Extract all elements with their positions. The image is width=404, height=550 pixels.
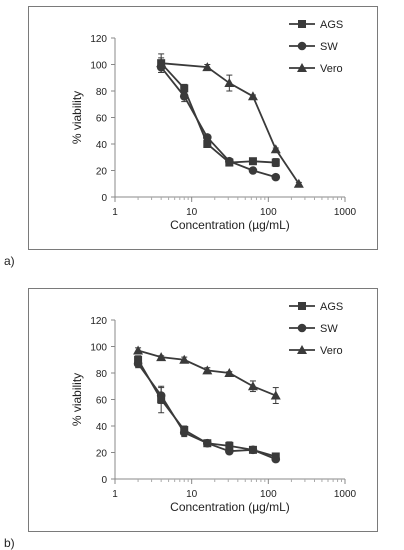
data-point (179, 92, 189, 101)
data-point (133, 345, 144, 355)
data-point (179, 428, 189, 437)
legend-item-ags: AGS (289, 301, 343, 313)
x-axis-title: Concentration (µg/mL) (170, 218, 290, 232)
data-point (156, 391, 166, 400)
data-point (271, 172, 281, 182)
data-point (203, 438, 212, 448)
data-point (248, 445, 258, 455)
legend-label: AGS (320, 301, 343, 313)
legend-marker (297, 323, 307, 333)
data-point (248, 166, 258, 175)
legend-item-vero: Vero (289, 63, 343, 75)
series-line (161, 62, 300, 185)
data-point (247, 91, 258, 101)
y-tick-label: 40 (96, 422, 108, 433)
data-point (293, 178, 304, 188)
legend-marker (297, 63, 307, 72)
data-point (202, 365, 213, 375)
data-point (270, 144, 281, 154)
data-point (248, 157, 257, 166)
data-point (270, 390, 281, 400)
chart-panel-b: 0 20 40 60 80 100 120 1 10 100 1000 Concentration (… (0, 282, 404, 550)
data-point (225, 156, 234, 166)
data-point (156, 352, 167, 362)
legend-item-ags: AGS (289, 19, 343, 31)
data-point (225, 446, 234, 456)
legend-marker (298, 302, 306, 310)
legend-marker (297, 345, 307, 354)
panel-label-b: b) (4, 536, 15, 550)
legend-marker (297, 41, 307, 51)
x-tick-label: 1000 (334, 207, 357, 218)
y-tick-label: 100 (90, 61, 107, 72)
y-tick-label: 40 (96, 140, 108, 151)
data-point (202, 62, 213, 72)
x-tick-label: 1000 (334, 489, 357, 500)
data-point (156, 58, 167, 68)
y-tick-label: 0 (101, 193, 107, 204)
data-point (203, 140, 212, 148)
series-line (160, 62, 276, 164)
legend-label: AGS (320, 19, 343, 31)
x-axis-title: Concentration (µg/mL) (170, 500, 290, 514)
y-axis-title: % viability (70, 91, 84, 144)
chart-frame-b: 0 20 40 60 80 100 120 1 10 100 1000 Concentration (… (28, 288, 378, 532)
y-axis-title: % viability (70, 373, 84, 426)
y-tick-label: 0 (101, 475, 107, 486)
series-line (160, 66, 277, 178)
data-point (179, 354, 190, 364)
data-point (224, 78, 235, 88)
chart-panel-a: 0 20 40 60 80 100 120 1 10 100 1000 Concentration (… (0, 0, 404, 270)
legend-label: SW (320, 41, 338, 53)
y-tick-label: 20 (96, 167, 108, 178)
legend-label: SW (320, 323, 338, 335)
y-tick-label: 80 (96, 369, 108, 380)
data-point (225, 441, 234, 450)
x-tick-label: 1 (112, 207, 118, 218)
x-tick-label: 100 (260, 207, 277, 218)
data-point (247, 381, 258, 391)
x-tick-label: 1 (112, 489, 118, 500)
y-tick-label: 120 (90, 34, 107, 45)
data-point (224, 368, 235, 377)
y-tick-label: 20 (96, 449, 108, 460)
y-tick-label: 100 (90, 343, 107, 354)
data-point (203, 133, 212, 142)
series-sw (133, 359, 281, 464)
x-tick-label: 10 (186, 489, 198, 500)
legend-label: Vero (320, 345, 343, 357)
legend-item-sw: SW (289, 41, 338, 53)
y-tick-label: 120 (90, 316, 107, 327)
data-point (271, 454, 281, 464)
legend-marker (298, 20, 306, 28)
series-vero (133, 345, 281, 404)
data-point (271, 158, 280, 167)
x-tick-label: 10 (186, 207, 198, 218)
y-tick-label: 60 (96, 396, 108, 407)
data-point (133, 359, 143, 369)
y-tick-label: 80 (96, 87, 108, 98)
legend-item-sw: SW (289, 323, 338, 335)
panel-label-a: a) (4, 254, 15, 268)
series-vero (156, 53, 304, 188)
x-tick-label: 100 (260, 489, 277, 500)
chart-frame-a: 0 20 40 60 80 100 120 1 10 100 1000 Concentration (… (28, 6, 378, 250)
data-point (180, 84, 189, 93)
legend-label: Vero (320, 63, 343, 75)
legend-item-vero: Vero (289, 345, 343, 357)
y-tick-label: 60 (96, 114, 108, 125)
